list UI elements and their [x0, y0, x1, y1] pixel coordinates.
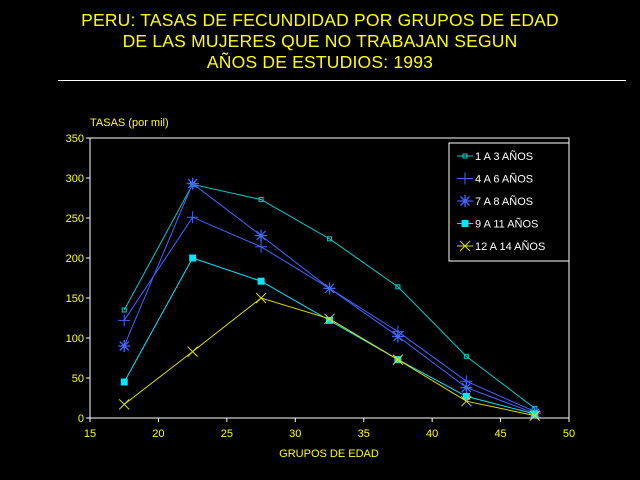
- y-tick-label: 250: [66, 213, 84, 225]
- data-point: [324, 313, 335, 325]
- data-point: [118, 399, 130, 410]
- x-tick-label: 25: [221, 428, 233, 440]
- x-axis-label: GRUPOS DE EDAD: [279, 448, 379, 460]
- data-point: [463, 353, 469, 359]
- y-tick-label: 50: [72, 373, 84, 385]
- x-tick-label: 30: [289, 428, 301, 440]
- data-point: [118, 340, 131, 352]
- data-point: [255, 240, 268, 253]
- chart-axes: [89, 137, 570, 419]
- x-tick-label: 15: [84, 428, 96, 440]
- legend-item: 12 A 14 AÑOS: [457, 240, 545, 253]
- legend-label: 1 A 3 AÑOS: [475, 150, 533, 163]
- legend-marker: [462, 153, 468, 159]
- x-tick-label: 35: [358, 428, 370, 440]
- data-point: [461, 395, 472, 407]
- plot-frame: [89, 137, 570, 419]
- title-line-2: DE LAS MUJERES QUE NO TRABAJAN SEGUN: [122, 31, 518, 51]
- data-point: [529, 410, 541, 421]
- data-point: [327, 236, 332, 242]
- legend-marker: [459, 195, 471, 207]
- legend-label: 12 A 14 AÑOS: [475, 240, 545, 253]
- data-point: [257, 277, 265, 285]
- data-point: [531, 410, 539, 418]
- legend-label: 9 A 11 AÑOS: [475, 218, 538, 231]
- data-point: [121, 307, 127, 313]
- legend-marker: [461, 220, 469, 227]
- x-tick-label: 40: [426, 428, 438, 440]
- data-point: [186, 177, 199, 190]
- y-tick-label: 350: [66, 133, 84, 145]
- data-point: [395, 284, 401, 290]
- data-point: [118, 314, 131, 327]
- data-point: [462, 392, 470, 400]
- y-axis-label: TASAS (por mil): [90, 117, 169, 129]
- x-tick-label: 20: [152, 428, 164, 440]
- data-point: [186, 211, 199, 224]
- legend-item: 4 A 6 AÑOS: [457, 172, 533, 186]
- y-tick-label: 150: [66, 293, 84, 305]
- title-line-1: PERU: TASAS DE FECUNDIDAD POR GRUPOS DE …: [81, 10, 559, 30]
- legend-item: 9 A 11 AÑOS: [457, 218, 538, 231]
- series-4: [120, 254, 539, 418]
- x-tick-label: 45: [494, 428, 506, 440]
- legend-marker: [459, 172, 471, 185]
- chart-series: [118, 177, 541, 421]
- legend-item: 7 A 8 AÑOS: [457, 195, 533, 208]
- data-point: [392, 354, 404, 365]
- y-tick-label: 100: [66, 333, 84, 345]
- title-divider: [58, 80, 626, 81]
- chart-ticks: 0 50 100 150 200 250 300 350 15 20 25 30 35 40 45 50: [66, 133, 575, 440]
- x-tick-label: 50: [563, 428, 575, 440]
- data-point: [189, 254, 197, 262]
- chart-legend: 1 A 3 AÑOS 4 A 6 AÑOS 7 A 8 AÑOS 9 A 11 AÑO…: [448, 142, 570, 262]
- data-point: [255, 229, 268, 242]
- data-point: [323, 282, 336, 295]
- data-point: [258, 197, 264, 203]
- data-point: [391, 330, 404, 343]
- y-tick-label: 0: [78, 413, 84, 425]
- legend-item: 1 A 3 AÑOS: [457, 150, 533, 163]
- data-point: [255, 292, 267, 304]
- title-line-3: AÑOS DE ESTUDIOS: 1993: [206, 52, 434, 72]
- legend-label: 4 A 6 AÑOS: [475, 173, 533, 186]
- data-point: [187, 346, 198, 357]
- chart-title: PERU: TASAS DE FECUNDIDAD POR GRUPOS DE …: [0, 10, 640, 73]
- y-tick-label: 200: [66, 253, 84, 265]
- legend-marker: [459, 240, 471, 252]
- y-tick-label: 300: [66, 173, 84, 185]
- data-point: [120, 378, 128, 386]
- series-5: [118, 292, 541, 421]
- data-point: [460, 381, 473, 394]
- legend-label: 7 A 8 AÑOS: [475, 195, 533, 208]
- data-point: [326, 316, 333, 324]
